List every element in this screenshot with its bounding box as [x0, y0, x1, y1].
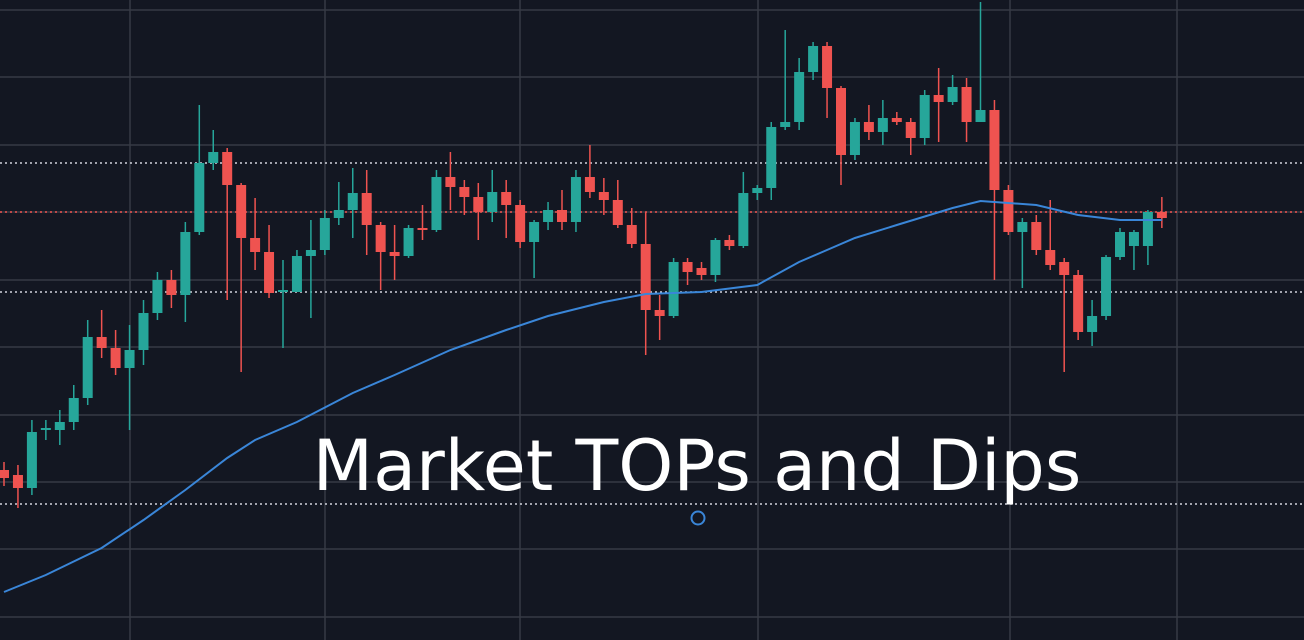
- candle-body: [291, 256, 302, 292]
- candle-body: [905, 122, 916, 138]
- candle-body: [12, 475, 23, 488]
- candle-body: [612, 200, 623, 225]
- candle-body: [947, 87, 958, 102]
- candle-body: [529, 222, 540, 242]
- candle-body: [319, 218, 330, 250]
- candle-body: [110, 348, 121, 368]
- candle-body: [1142, 212, 1153, 246]
- moving-average: [3, 199, 1162, 593]
- candle-body: [501, 192, 512, 205]
- candle-body: [166, 280, 177, 295]
- candle-body: [696, 268, 707, 275]
- candle-body: [333, 210, 344, 218]
- candle-body: [1128, 232, 1139, 246]
- candle-body: [1045, 250, 1056, 265]
- candle-body: [278, 290, 288, 292]
- candle-body: [570, 177, 581, 222]
- candle-body: [403, 228, 414, 256]
- candle-body: [236, 185, 247, 238]
- candle-body: [54, 422, 65, 430]
- candle-body: [668, 262, 679, 316]
- candle-body: [640, 244, 651, 310]
- candle-body: [724, 240, 735, 246]
- candle-body: [877, 118, 888, 132]
- candle-body: [682, 262, 693, 272]
- candle-body: [515, 205, 526, 242]
- candle-body: [1073, 275, 1084, 332]
- candle-body: [0, 470, 9, 478]
- candle-body: [933, 95, 944, 102]
- candle-body: [264, 252, 275, 293]
- candle-body: [180, 232, 191, 295]
- candle-body: [375, 225, 386, 252]
- candle-body: [417, 228, 428, 230]
- candle-body: [557, 210, 567, 222]
- candle-body: [96, 337, 107, 348]
- candle-body: [222, 152, 233, 185]
- candle-body: [780, 122, 791, 127]
- candle-body: [975, 110, 986, 122]
- candle-body: [26, 432, 37, 488]
- candle-body: [891, 118, 902, 122]
- candle-body: [808, 46, 819, 72]
- candle-body: [543, 210, 554, 222]
- candle-body: [584, 177, 595, 192]
- candle-body: [710, 240, 721, 275]
- candle-body: [473, 197, 484, 212]
- candle-body: [766, 127, 777, 188]
- cursor-marker: [690, 510, 706, 526]
- chart-title: Market TOPs and Dips: [313, 425, 1082, 507]
- candle-body: [654, 310, 665, 316]
- candle-body: [849, 122, 860, 155]
- candle-body: [961, 87, 972, 122]
- candle-body: [347, 193, 358, 210]
- candle-body: [989, 110, 1000, 190]
- candle-body: [1003, 190, 1014, 232]
- candle-body: [626, 225, 637, 244]
- candle-body: [1115, 232, 1125, 257]
- candle-body: [598, 192, 609, 200]
- candle-body: [919, 95, 930, 138]
- candle-body: [68, 398, 79, 422]
- candle-body: [863, 122, 874, 132]
- candle-body: [1087, 316, 1098, 332]
- candle-body: [836, 88, 846, 155]
- candle-body: [361, 193, 372, 225]
- candle-body: [1101, 257, 1112, 316]
- candle-body: [459, 187, 470, 197]
- candle-body: [822, 46, 833, 88]
- plot: [0, 2, 1304, 593]
- candle-body: [752, 188, 763, 193]
- candle-body: [152, 280, 163, 313]
- candle-body: [1031, 222, 1042, 250]
- candle-body: [250, 238, 261, 252]
- candle-body: [82, 337, 93, 398]
- candle-body: [487, 192, 498, 212]
- candle-body: [305, 250, 316, 256]
- candle-body: [431, 177, 442, 230]
- candle-body: [194, 163, 205, 232]
- candle-body: [124, 350, 135, 368]
- candle-body: [1156, 212, 1167, 218]
- candle-body: [389, 252, 400, 256]
- candle-body: [208, 152, 219, 163]
- candle-body: [40, 428, 51, 430]
- candle-body: [445, 177, 456, 187]
- candle-body: [1059, 262, 1070, 275]
- candle-body: [138, 313, 149, 350]
- candle-body: [1017, 222, 1028, 232]
- candle-body: [738, 193, 749, 246]
- candle-body: [794, 72, 805, 122]
